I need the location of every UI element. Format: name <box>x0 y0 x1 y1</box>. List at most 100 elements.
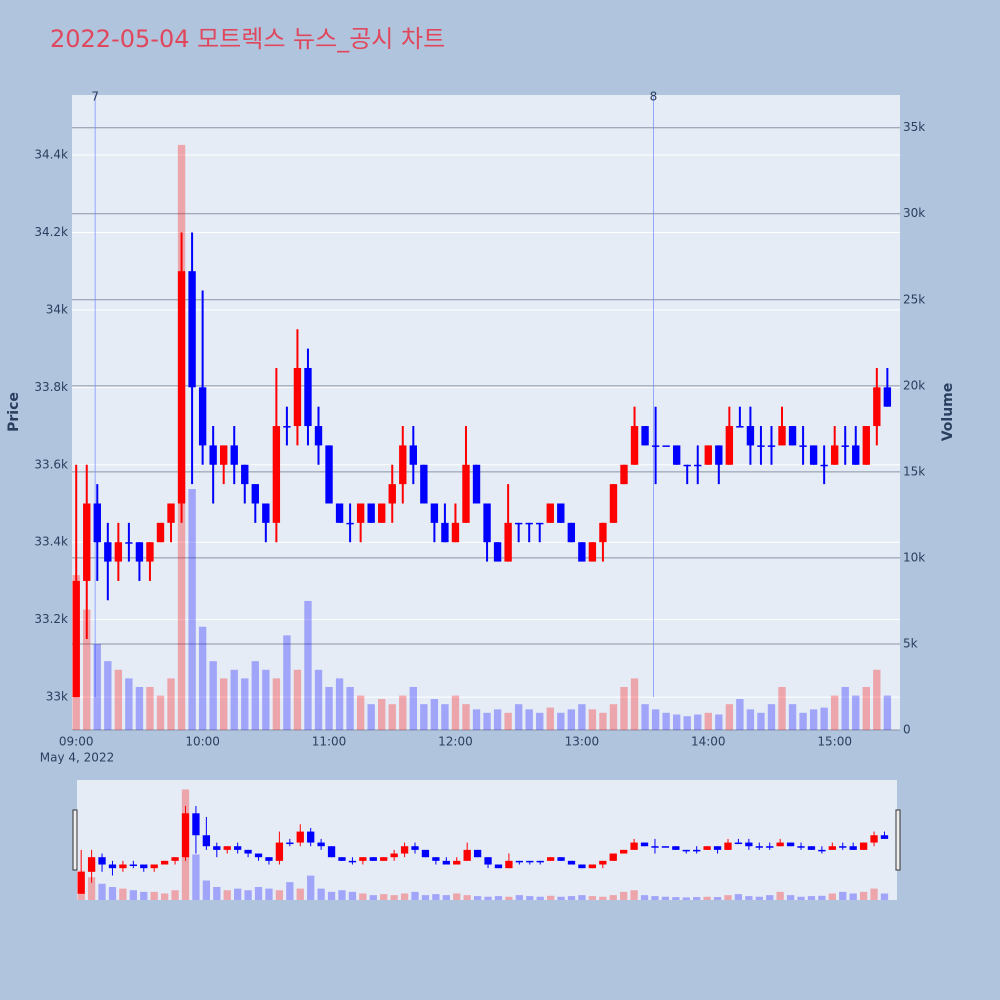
mini-volume-bar <box>98 883 106 900</box>
mini-volume-bar <box>87 877 96 900</box>
mini-candle-body <box>254 853 263 858</box>
mini-volume-bar <box>693 897 701 900</box>
mini-candle-body <box>192 813 200 836</box>
mini-volume-bar <box>400 893 409 900</box>
volume-bar <box>346 686 354 730</box>
mini-volume-bar <box>766 895 774 900</box>
mini-candle-body <box>797 846 805 848</box>
volume-bar <box>862 686 870 730</box>
y2-axis-title: Volume <box>940 383 956 442</box>
mini-candle-body <box>734 842 743 845</box>
y2-tick-label: 35k <box>903 120 925 134</box>
mini-candle-body <box>599 860 607 865</box>
mini-volume-bar <box>703 896 711 900</box>
candle-body <box>272 426 281 523</box>
candle-body <box>504 522 512 562</box>
mini-candle-body <box>515 860 523 863</box>
mini-candle-body <box>766 846 774 848</box>
mini-candle-body <box>129 864 137 867</box>
y2-tick-label: 15k <box>903 464 925 478</box>
mini-volume-bar <box>254 886 263 900</box>
range-handle[interactable] <box>72 809 78 871</box>
volume-bar <box>514 704 523 730</box>
mini-candle-body <box>609 853 617 861</box>
mini-candle-body <box>244 849 252 854</box>
mini-candle-body <box>786 842 795 847</box>
y2-tick-label: 0 <box>903 723 911 737</box>
volume-bar <box>251 661 259 730</box>
mini-volume-bar <box>786 895 795 900</box>
mini-volume-bar <box>599 896 607 900</box>
mini-volume-bar <box>880 893 889 900</box>
mini-volume-bar <box>286 882 294 900</box>
volume-bar <box>314 669 323 730</box>
volume-bar <box>757 712 765 730</box>
mini-candle-body <box>442 860 450 865</box>
candle-body <box>841 445 849 447</box>
candle-body <box>367 503 375 523</box>
y2-tick-label: 25k <box>903 292 925 306</box>
mini-volume-bar <box>473 896 482 900</box>
candle-body <box>378 503 386 523</box>
mini-volume-bar <box>108 886 117 900</box>
mini-volume-bar <box>536 896 544 900</box>
volume-bar <box>293 669 302 730</box>
mini-volume-bar <box>307 875 315 900</box>
volume-bar <box>430 699 439 730</box>
mini-volume-bar <box>630 890 638 900</box>
volume-bar <box>841 686 849 730</box>
volume-bar <box>788 704 797 730</box>
volume-bar <box>378 699 386 730</box>
y-tick-label: 33.4k <box>34 535 68 549</box>
candle-body <box>630 426 639 465</box>
mini-candle-body <box>234 846 242 850</box>
candle-body <box>83 503 91 581</box>
mini-candle-body <box>338 857 346 861</box>
mini-candle-body <box>703 846 711 850</box>
volume-bar <box>167 678 175 730</box>
mini-candle-body <box>526 860 534 863</box>
mini-candle-body <box>265 857 273 861</box>
mini-candle-body <box>745 842 753 847</box>
volume-bar <box>525 709 533 730</box>
mini-volume-bar <box>745 896 753 900</box>
x-tick-label: 11:00 <box>312 735 347 749</box>
range-handle[interactable] <box>895 809 901 871</box>
mini-candle-body <box>307 831 315 843</box>
volume-bar <box>230 669 238 730</box>
mini-volume-bar <box>453 893 461 900</box>
y2-tick-label: 5k <box>903 636 918 650</box>
candle-body <box>736 426 744 428</box>
y-tick-label: 34.4k <box>34 148 68 162</box>
mini-candle-body <box>463 849 471 861</box>
mini-volume-bar <box>150 891 158 900</box>
mini-candle-body <box>546 857 555 861</box>
mini-candle-body <box>661 846 670 848</box>
y-tick-label: 34.2k <box>34 225 68 239</box>
candle-body <box>241 464 249 485</box>
mini-volume-bar <box>275 890 284 900</box>
mini-volume-bar <box>119 888 127 900</box>
mini-volume-bar <box>129 890 137 900</box>
mini-volume-bar <box>515 895 523 900</box>
mini-candle-body <box>880 835 889 839</box>
mini-volume-bar <box>849 893 857 900</box>
volume-bar <box>356 695 365 730</box>
volume-bar <box>114 669 123 730</box>
mini-volume-bar <box>797 896 805 900</box>
mini-volume-bar <box>160 893 169 900</box>
mini-candle-body <box>87 857 96 872</box>
mini-volume-bar <box>620 891 628 900</box>
candle-body <box>104 542 112 562</box>
mini-candle-body <box>400 846 409 854</box>
mini-candle-body <box>160 860 169 865</box>
volume-bar <box>325 686 333 730</box>
mini-candle-body <box>108 864 117 869</box>
candle-body <box>230 445 238 465</box>
mini-candle-body <box>567 860 576 865</box>
y-tick-label: 33.6k <box>34 457 68 471</box>
chart-title: 2022-05-04 모트렉스 뉴스_공시 차트 <box>50 25 445 53</box>
mini-volume-bar <box>640 895 649 900</box>
mini-candle-body <box>150 864 158 869</box>
volume-bar <box>483 712 491 730</box>
